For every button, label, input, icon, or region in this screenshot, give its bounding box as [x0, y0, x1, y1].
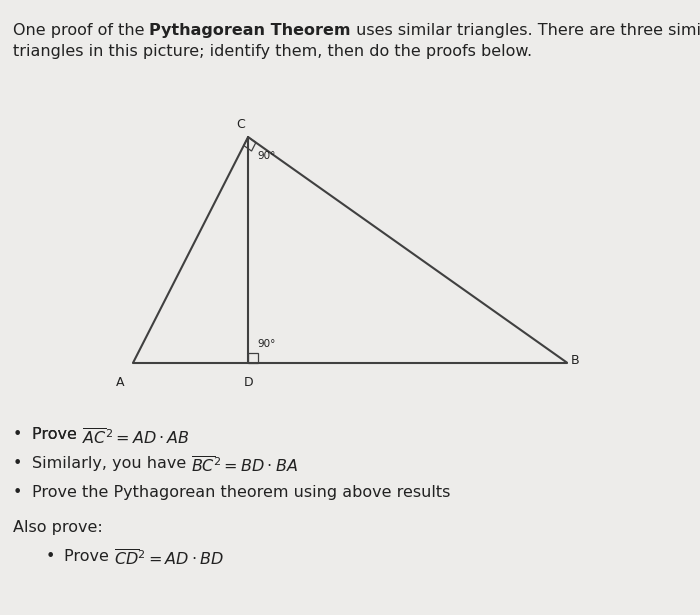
Text: •: • [13, 485, 22, 499]
Text: triangles in this picture; identify them, then do the proofs below.: triangles in this picture; identify them… [13, 44, 532, 59]
Text: Also prove:: Also prove: [13, 520, 102, 534]
Text: Similarly, you have: Similarly, you have [32, 456, 191, 471]
Text: One proof of the: One proof of the [13, 23, 149, 38]
Text: •: • [13, 456, 22, 471]
Text: $\overline{BC}^2 = BD \cdot BA$: $\overline{BC}^2 = BD \cdot BA$ [191, 456, 298, 477]
Text: Pythagorean Theorem: Pythagorean Theorem [149, 23, 351, 38]
Text: 90°: 90° [258, 151, 276, 161]
Text: C: C [236, 117, 245, 130]
Text: 90°: 90° [258, 339, 276, 349]
Text: Prove: Prove [32, 427, 81, 442]
Text: Prove: Prove [32, 427, 81, 442]
Text: A: A [116, 376, 125, 389]
Text: •: • [46, 549, 55, 564]
Text: D: D [244, 376, 253, 389]
Text: •: • [13, 427, 22, 442]
Text: Prove: Prove [64, 549, 114, 564]
Text: uses similar triangles. There are three similar: uses similar triangles. There are three … [351, 23, 700, 38]
Text: $\overline{CD}^2 = AD \cdot BD$: $\overline{CD}^2 = AD \cdot BD$ [114, 549, 225, 569]
Text: B: B [571, 354, 580, 367]
Text: Prove the Pythagorean theorem using above results: Prove the Pythagorean theorem using abov… [32, 485, 450, 499]
Text: $\overline{AC}^2 = AD \cdot AB$: $\overline{AC}^2 = AD \cdot AB$ [81, 427, 190, 448]
